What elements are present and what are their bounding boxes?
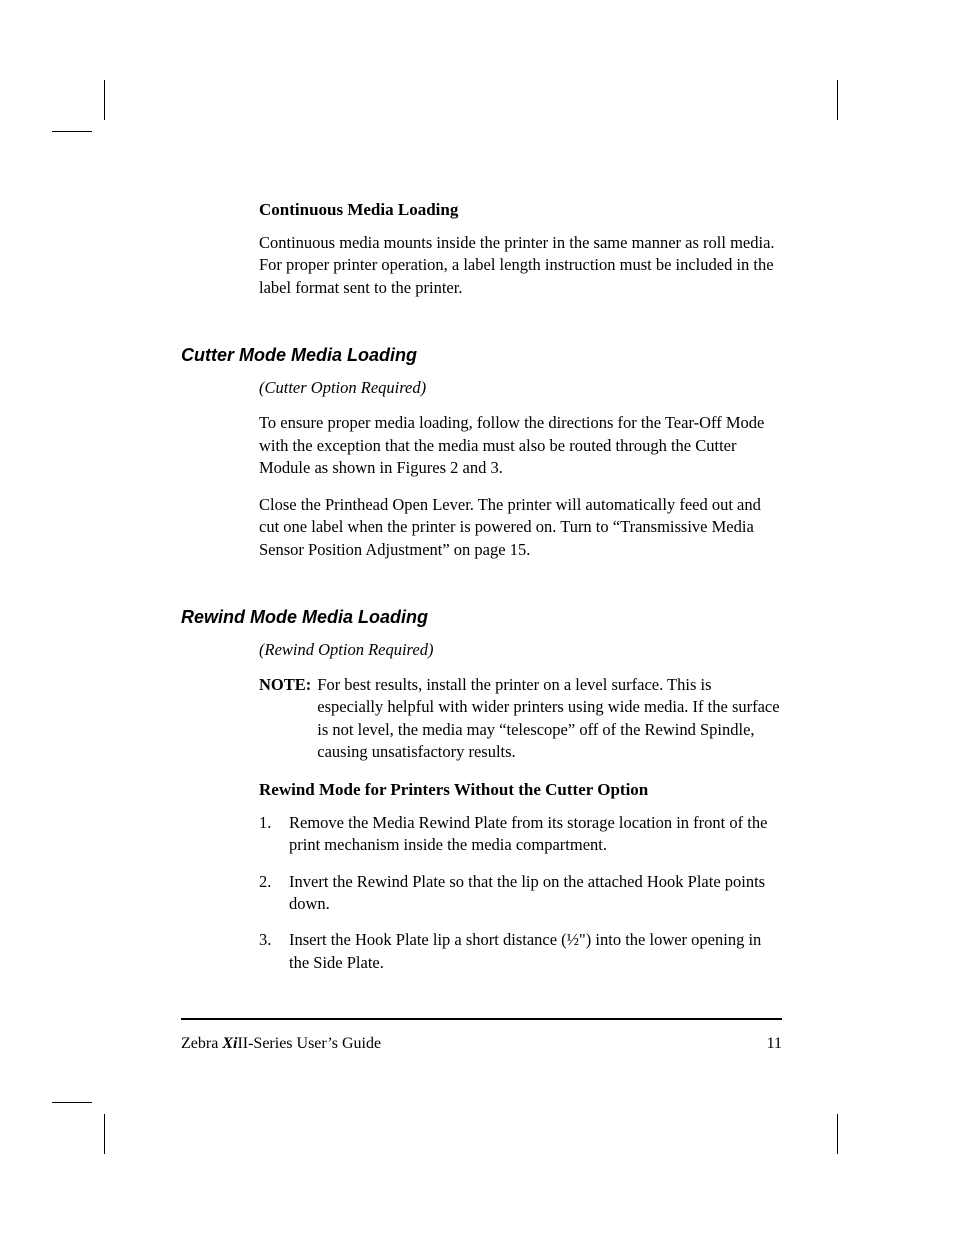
subheading-rewind-nocutter: Rewind Mode for Printers Without the Cut… — [259, 780, 781, 800]
footer-rule — [181, 1018, 782, 1020]
list-number: 3. — [259, 929, 289, 974]
body-para: To ensure proper media loading, follow t… — [259, 412, 781, 479]
page-number: 11 — [767, 1035, 782, 1053]
page-content: Continuous Media Loading Continuous medi… — [181, 200, 781, 988]
list-text: Remove the Media Rewind Plate from its s… — [289, 812, 781, 857]
note-block: NOTE: For best results, install the prin… — [259, 674, 781, 764]
note-label: NOTE: — [259, 674, 311, 764]
list-number: 2. — [259, 871, 289, 916]
list-text: Insert the Hook Plate lip a short distan… — [289, 929, 781, 974]
ordered-list: 1. Remove the Media Rewind Plate from it… — [259, 812, 781, 975]
page-footer: Zebra XiII-Series User’s Guide 11 — [181, 1035, 782, 1053]
section-cutter-body: (Cutter Option Required) To ensure prope… — [259, 378, 781, 561]
list-number: 1. — [259, 812, 289, 857]
crop-mark — [837, 1114, 838, 1154]
body-para: Close the Printhead Open Lever. The prin… — [259, 494, 781, 561]
section-heading-rewind: Rewind Mode Media Loading — [181, 607, 781, 628]
subheading-continuous: Continuous Media Loading — [259, 200, 781, 220]
footer-text-xi: Xi — [222, 1035, 237, 1052]
footer-guide-title: Zebra XiII-Series User’s Guide — [181, 1035, 381, 1053]
list-item: 2. Invert the Rewind Plate so that the l… — [259, 871, 781, 916]
crop-mark — [52, 1102, 92, 1103]
list-item: 3. Insert the Hook Plate lip a short dis… — [259, 929, 781, 974]
list-text: Invert the Rewind Plate so that the lip … — [289, 871, 781, 916]
crop-mark — [104, 1114, 105, 1154]
note-text: For best results, install the printer on… — [317, 674, 781, 764]
body-para: Continuous media mounts inside the print… — [259, 232, 781, 299]
section-rewind-body: (Rewind Option Required) NOTE: For best … — [259, 640, 781, 974]
footer-text-pre: Zebra — [181, 1035, 222, 1052]
list-item: 1. Remove the Media Rewind Plate from it… — [259, 812, 781, 857]
crop-mark — [837, 80, 838, 120]
section-heading-cutter: Cutter Mode Media Loading — [181, 345, 781, 366]
option-required-note: (Cutter Option Required) — [259, 378, 781, 398]
crop-mark — [52, 131, 92, 132]
crop-mark — [104, 80, 105, 120]
footer-text-post: II-Series User’s Guide — [237, 1035, 381, 1052]
option-required-note: (Rewind Option Required) — [259, 640, 781, 660]
section-continuous: Continuous Media Loading Continuous medi… — [259, 200, 781, 299]
